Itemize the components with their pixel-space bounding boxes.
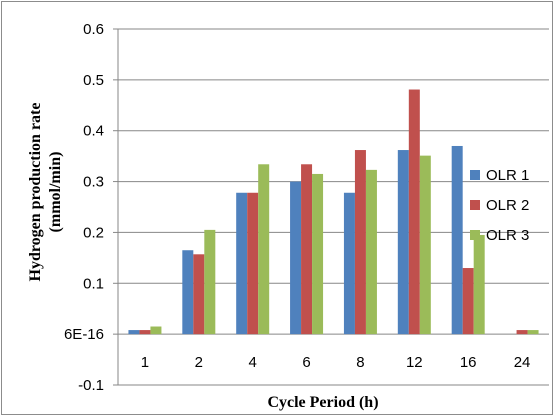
y-tick-label: 0.6 (83, 21, 104, 38)
axes (113, 28, 119, 386)
bar-olr-2-6 (301, 164, 313, 335)
bar-olr-1-1 (128, 330, 140, 335)
y-tick-label: 0.1 (83, 275, 104, 292)
bar-olr-1-16 (451, 145, 463, 335)
x-tick-label: 1 (141, 354, 149, 371)
bar-olr-3-6 (312, 173, 324, 335)
legend: OLR 1 OLR 2 OLR 3 (470, 167, 529, 244)
x-tick-label: 8 (356, 354, 364, 371)
bar-olr-1-6 (290, 181, 302, 335)
bar-olr-2-1 (139, 330, 151, 335)
x-tick-label: 12 (406, 354, 423, 371)
legend-swatch (470, 170, 480, 180)
tick-labels: -0.16E-160.10.20.30.40.50.61 2 4 6 8 12 16 24 (64, 21, 530, 394)
bar-olr-3-16 (473, 234, 485, 335)
bar-olr-3-12 (419, 155, 431, 335)
bar-olr-1-8 (343, 192, 355, 335)
x-axis-title: Cycle Period (h) (267, 394, 378, 411)
x-tick-label: 2 (195, 354, 203, 371)
bar-olr-2-16 (462, 268, 474, 335)
y-tick-label: -0.1 (78, 377, 104, 394)
bar-olr-2-4 (247, 192, 259, 335)
legend-label: OLR 3 (486, 227, 529, 244)
y-axis-title-line1: Hydrogen production rate (27, 103, 44, 282)
x-tick-label: 16 (460, 354, 477, 371)
y-tick-label: 0.3 (83, 174, 104, 191)
bar-olr-2-24 (516, 330, 528, 335)
bar-olr-1-12 (397, 150, 409, 335)
bar-olr-3-2 (204, 229, 216, 335)
y-tick-label: 0.5 (83, 72, 104, 89)
legend-label: OLR 2 (486, 197, 529, 214)
bars (128, 89, 539, 335)
y-tick-label: 0.2 (83, 224, 104, 241)
x-tick-label: 24 (514, 354, 531, 371)
legend-swatch (470, 230, 480, 240)
y-tick-label: 0.4 (83, 123, 104, 140)
legend-swatch (470, 200, 480, 210)
bar-olr-2-12 (408, 89, 420, 335)
bar-olr-3-24 (527, 330, 539, 335)
bar-olr-3-1 (150, 326, 162, 335)
bar-olr-1-4 (236, 192, 248, 335)
x-tick-label: 6 (302, 354, 310, 371)
bar-olr-2-8 (354, 150, 366, 335)
bar-olr-3-8 (365, 169, 377, 335)
bar-olr-1-2 (182, 250, 194, 335)
y-axis-title: Hydrogen production rate (mmol/min) (27, 103, 64, 282)
bar-olr-2-2 (193, 254, 205, 335)
bar-olr-3-4 (258, 164, 270, 335)
y-tick-label: 6E-16 (64, 326, 104, 343)
x-tick-label: 4 (249, 354, 257, 371)
y-axis-title-line2: (mmol/min) (47, 152, 64, 233)
legend-label: OLR 1 (486, 167, 529, 184)
